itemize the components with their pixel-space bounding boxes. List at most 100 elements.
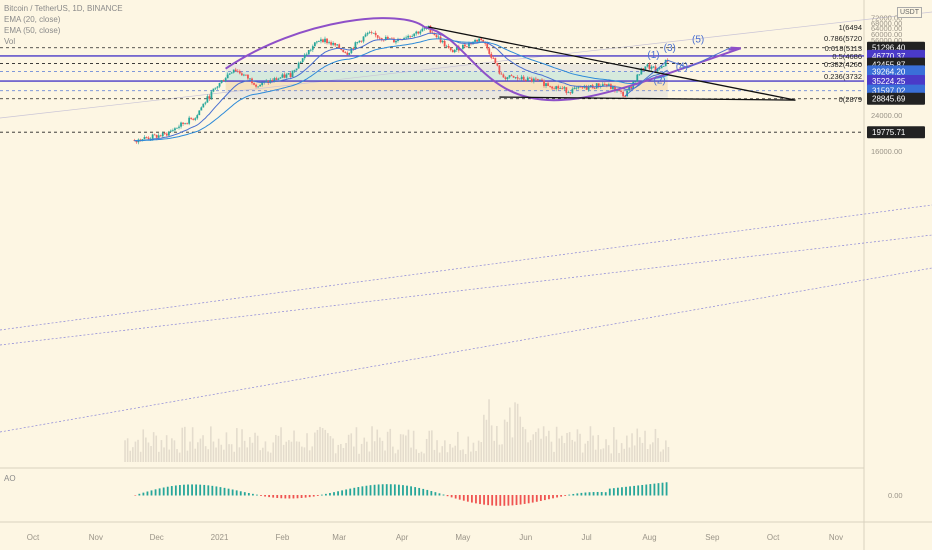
ao-bar [661, 482, 664, 496]
volume-bar [249, 437, 251, 462]
volume-bar [605, 439, 607, 462]
channel-line [0, 267, 932, 433]
ao-bar [523, 495, 526, 504]
ao-bar [564, 495, 567, 496]
volume-bar [191, 427, 194, 462]
candle-body [559, 88, 562, 89]
candle-body [370, 32, 373, 34]
volume-legend[interactable]: Vol [4, 37, 16, 46]
candle-body [311, 46, 314, 50]
y-tick-label: 16000.00 [871, 147, 902, 156]
candle-body [455, 46, 458, 50]
ema50-legend[interactable]: EMA (50, close) [4, 26, 61, 35]
candle-body [210, 91, 213, 99]
ao-bar [621, 487, 623, 496]
candle-body [384, 36, 387, 41]
price-tag [867, 75, 925, 88]
candle-body [247, 74, 249, 79]
candle-body [190, 117, 193, 119]
ao-bar [475, 495, 477, 504]
candle-body [155, 134, 158, 138]
volume-bar [535, 431, 537, 462]
ao-bar [381, 484, 384, 496]
volume-bar [438, 452, 441, 462]
candle-body [411, 36, 414, 37]
ao-bar [483, 495, 485, 505]
candle-body [198, 110, 201, 116]
volume-bar [139, 451, 142, 462]
volume-bar [126, 438, 129, 462]
volume-bar [386, 431, 389, 462]
candle-body [636, 74, 639, 82]
ao-bar [272, 495, 275, 498]
candle-body [236, 70, 239, 72]
ao-bar [410, 486, 412, 496]
volume-bar [441, 446, 444, 462]
candle-body [634, 81, 637, 83]
candle-body [297, 62, 300, 69]
candle-body [340, 48, 343, 50]
price-tag [867, 92, 925, 105]
candle-body [640, 68, 643, 75]
volume-bar [475, 450, 477, 462]
ao-bar [422, 488, 425, 496]
candle-body [184, 123, 186, 125]
candle-body [662, 66, 665, 67]
candle-body [380, 38, 383, 40]
volume-bar [321, 428, 324, 462]
ao-bar [430, 491, 433, 496]
candle-body [344, 52, 347, 53]
volume-bar [649, 444, 652, 462]
x-tick-label: Nov [829, 533, 843, 542]
volume-bar [446, 452, 449, 462]
candle-body [603, 84, 606, 86]
volume-bar [485, 419, 488, 462]
volume-bar [204, 446, 207, 462]
volume-bar [511, 437, 514, 462]
volume-bar [548, 430, 550, 462]
ao-bar [398, 484, 400, 496]
volume-bar [254, 432, 256, 462]
volume-bar [610, 453, 613, 462]
ao-bar [600, 492, 603, 496]
ao-bar [466, 495, 469, 502]
ao-bar [231, 489, 234, 496]
ao-bar [568, 494, 571, 496]
ao-bar [337, 491, 339, 496]
candle-body [579, 86, 582, 88]
fib-label: 0.236(3732 [824, 72, 862, 81]
candle-body [232, 69, 235, 73]
ema20-legend[interactable]: EMA (20, close) [4, 15, 61, 24]
ao-bar [243, 492, 246, 496]
candle-body [537, 79, 539, 81]
ao-legend[interactable]: AO [4, 474, 16, 483]
candle-body [478, 38, 481, 42]
ao-bar [150, 490, 153, 496]
x-tick-label: Feb [276, 533, 290, 542]
volume-bar [251, 442, 254, 462]
candle-body [581, 87, 584, 89]
candle-body [354, 42, 357, 49]
symbol-title[interactable]: Bitcoin / TetherUS, 1D, BINANCE [4, 4, 123, 13]
volume-bar [615, 439, 618, 462]
candle-body [281, 74, 284, 78]
currency-button[interactable]: USDT [896, 7, 922, 18]
candle-body [464, 44, 466, 47]
candle-body [656, 68, 659, 72]
candle-body [563, 87, 566, 89]
candle-body [415, 31, 418, 34]
ao-bar [629, 486, 631, 496]
volume-bar [576, 429, 579, 462]
volume-bar [293, 430, 295, 462]
ao-bar [264, 495, 266, 497]
candle-body [447, 45, 450, 48]
x-tick-label: Nov [89, 533, 103, 542]
candle-body [362, 36, 365, 42]
volume-bar [594, 449, 597, 462]
candle-body [593, 88, 596, 90]
ao-bar [458, 495, 461, 500]
volume-bar [124, 440, 126, 462]
candle-body [202, 103, 205, 108]
volume-bar [233, 451, 236, 462]
